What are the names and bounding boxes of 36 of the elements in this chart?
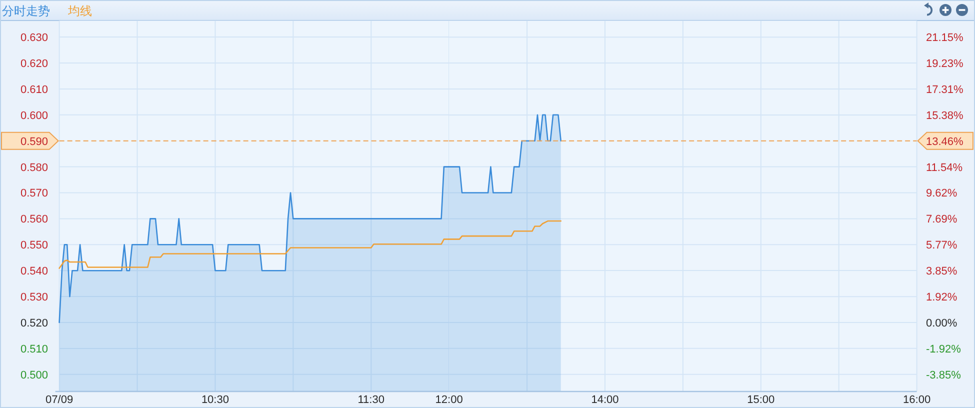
ref-line-label: 0.590: [20, 136, 48, 148]
y-tick-label: 0.550: [20, 240, 48, 252]
x-tick-label: 10:30: [201, 394, 229, 406]
y-tick-label: 0.620: [20, 58, 48, 70]
y2-tick-label: 17.31%: [926, 84, 964, 96]
y-tick-label: 0.570: [20, 188, 48, 200]
y-tick-label: 0.610: [20, 84, 48, 96]
y2-tick-label: 7.69%: [926, 214, 958, 226]
y2-tick-label: 9.62%: [926, 188, 958, 200]
y2-tick-label: 11.54%: [926, 162, 963, 174]
legend: 分时走势 均线: [2, 4, 92, 18]
y-tick-label: 0.600: [20, 110, 48, 122]
y-tick-label: 0.530: [20, 292, 48, 304]
x-tick-label: 14:00: [591, 394, 619, 406]
y2-tick-label: 3.85%: [926, 266, 958, 278]
y-tick-label: 0.520: [20, 317, 48, 330]
y2-tick-label: 5.77%: [926, 240, 958, 252]
y-tick-label: 0.630: [20, 32, 48, 44]
y2-tick-label: -1.92%: [926, 343, 962, 356]
x-tick-label: 16:00: [903, 394, 931, 406]
y-tick-label: 0.500: [20, 369, 48, 382]
y-tick-label: 0.580: [20, 162, 48, 174]
y-tick-label: 0.560: [20, 214, 48, 226]
x-tick-label: 12:00: [435, 394, 463, 406]
y-tick-label: 0.540: [20, 266, 48, 278]
y2-tick-label: 19.23%: [926, 58, 964, 70]
y2-tick-label: -3.85%: [926, 369, 962, 382]
ref-line-label: 13.46%: [926, 136, 964, 148]
x-tick-label: 11:30: [358, 394, 384, 406]
y2-tick-label: 0.00%: [926, 317, 958, 330]
y-tick-label: 0.510: [20, 343, 48, 356]
x-tick-label: 15:00: [747, 394, 775, 406]
x-tick-label: 07/09: [46, 394, 74, 406]
y2-tick-label: 15.38%: [926, 110, 964, 122]
y2-tick-label: 21.15%: [926, 32, 964, 44]
y2-tick-label: 1.92%: [926, 292, 958, 304]
